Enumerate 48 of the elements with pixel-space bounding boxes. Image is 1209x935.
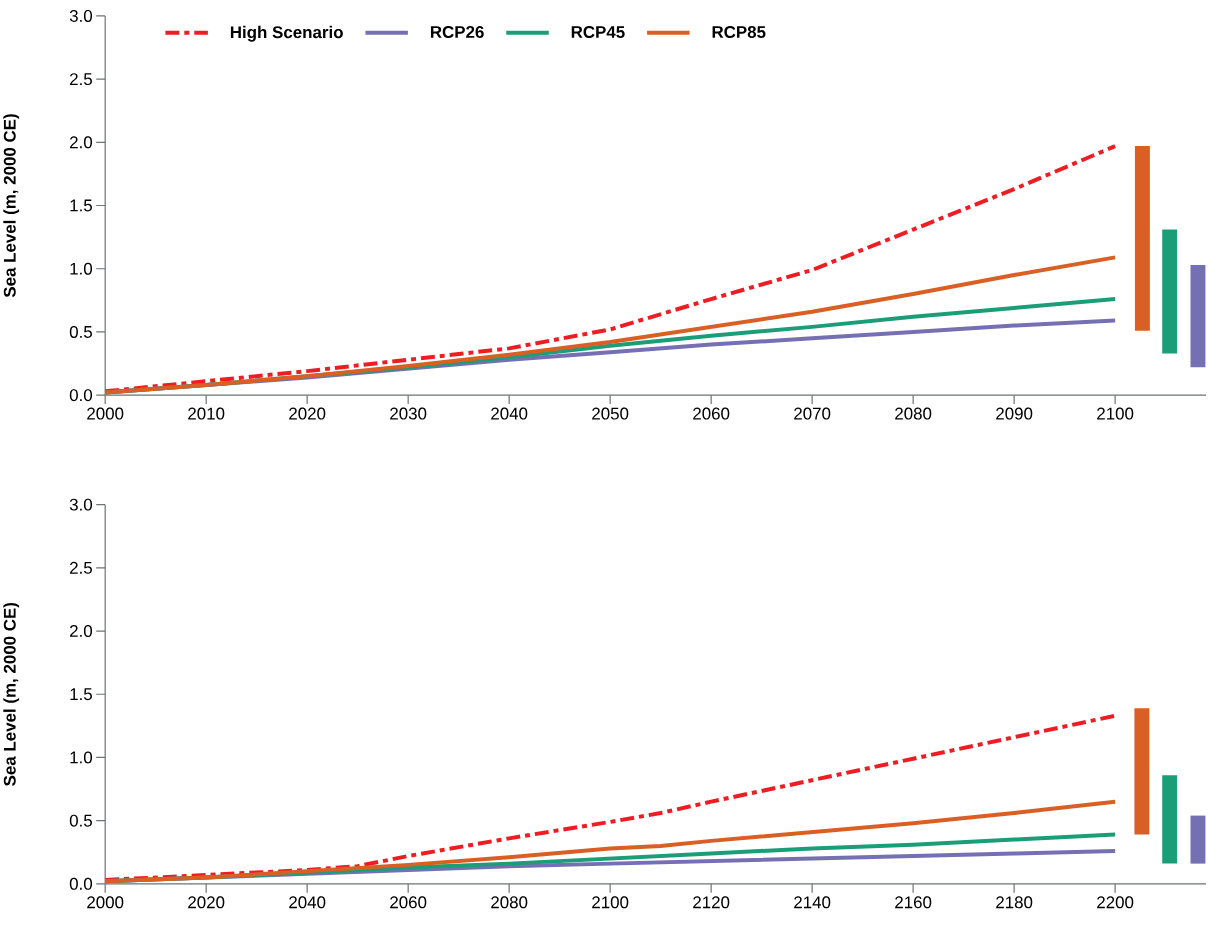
x-tick-label: 2040: [491, 407, 528, 420]
x-tick-label: 2080: [491, 896, 528, 909]
y-tick-label: 1.0: [70, 262, 93, 275]
y-tick-label: 0.5: [69, 326, 92, 339]
legend-label: RCP26: [430, 26, 484, 39]
x-tick-label: 2020: [289, 407, 326, 420]
x-tick-label: 2050: [592, 407, 629, 420]
bar: [1134, 708, 1150, 835]
x-tick-label: 2060: [693, 407, 730, 420]
y-tick-label: 1.5: [70, 199, 92, 212]
y-tick-label: 2.5: [70, 73, 92, 86]
y-tick-label: 1.0: [70, 751, 93, 764]
y-tick-label: 2.5: [70, 562, 92, 575]
x-tick-label: 2160: [895, 896, 932, 909]
legend-label: High Scenario: [230, 25, 343, 42]
x-tick-label: 2120: [693, 896, 730, 909]
x-tick-label: 2000: [87, 896, 124, 909]
bar: [1190, 815, 1206, 864]
bar: [1190, 265, 1206, 368]
y-tick-label: 2.0: [70, 625, 93, 638]
x-tick-label: 2080: [895, 407, 932, 420]
x-tick-label: 2020: [188, 896, 225, 909]
x-tick-label: 2140: [794, 896, 831, 909]
x-tick-label: 2060: [390, 896, 427, 909]
y-tick-label: 0.0: [69, 878, 93, 891]
y-tick-label: 3.0: [69, 498, 93, 511]
x-tick-label: 2030: [390, 407, 427, 420]
x-tick-label: 2010: [188, 407, 225, 420]
x-tick-label: 2070: [794, 407, 831, 420]
x-tick-label: 2200: [1097, 896, 1134, 909]
bar: [1134, 146, 1150, 331]
y-tick-label: 2.0: [70, 136, 93, 149]
bar: [1162, 775, 1178, 864]
x-tick-label: 2100: [1097, 407, 1134, 420]
x-tick-label: 2180: [996, 896, 1033, 909]
y-tick-label: 1.5: [70, 688, 92, 701]
x-tick-label: 2100: [592, 896, 629, 909]
legend-label: RCP45: [571, 26, 625, 39]
x-tick-label: 2090: [996, 407, 1033, 420]
y-axis-title: Sea Level (m, 2000 CE): [3, 114, 20, 298]
legend-label: RCP85: [712, 26, 766, 39]
y-tick-label: 3.0: [69, 10, 93, 23]
y-tick-label: 0.0: [69, 389, 93, 402]
y-axis-title: Sea Level (m, 2000 CE): [3, 603, 20, 787]
y-tick-label: 0.5: [69, 814, 92, 827]
bar: [1162, 229, 1178, 354]
x-tick-label: 2040: [289, 896, 326, 909]
x-tick-label: 2000: [87, 407, 124, 420]
